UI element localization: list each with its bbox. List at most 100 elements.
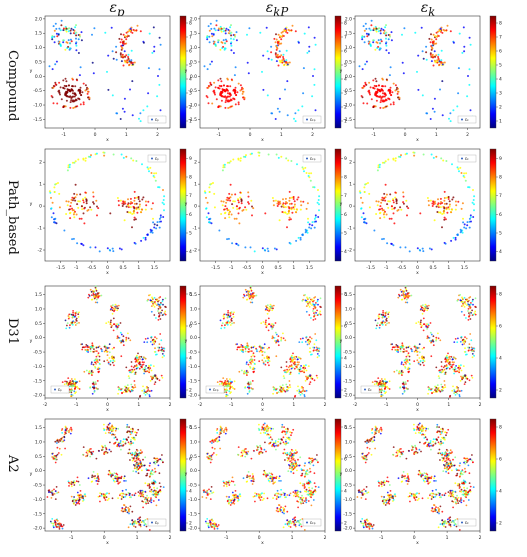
scatter-point [151,489,153,491]
scatter-point [277,339,279,341]
scatter-point [73,32,75,34]
scatter-point [268,364,270,366]
scatter-point [309,340,311,342]
scatter-point [91,374,93,376]
scatter-point [419,343,421,345]
x-tick-label: 1 [292,265,295,271]
scatter-point [440,206,442,208]
scatter-point [217,79,219,81]
scatter-point [223,315,225,317]
scatter-point [221,41,223,43]
scatter-point [276,39,278,41]
scatter-point [79,36,81,38]
scatter-point [221,383,223,385]
scatter-point [419,351,421,353]
scatter-point [274,248,276,250]
scatter-point [163,355,165,357]
scatter-point [149,476,151,478]
scatter-point [87,91,89,93]
scatter-point [158,297,160,299]
scatter-point [231,320,233,322]
scatter-point [54,41,56,43]
scatter-point [115,304,117,306]
scatter-point [405,359,407,361]
scatter-point [372,381,374,383]
x-tick-label: -1 [62,132,67,138]
scatter-point [70,39,72,41]
scatter-point [376,28,378,30]
scatter-point [133,29,135,31]
scatter-point [372,39,374,41]
scatter-point [96,153,98,155]
scatter-point [226,238,228,240]
scatter-point [134,380,136,382]
scatter-point [296,199,298,201]
y-axis-label: y [185,202,188,207]
scatter-point [124,56,126,58]
scatter-point [211,33,213,35]
scatter-point [386,318,388,320]
scatter-point [405,200,407,202]
scatter-point [454,369,456,371]
scatter-point [160,221,162,223]
scatter-point [86,210,88,212]
scatter-point [461,172,463,174]
scatter-point [72,380,74,382]
scatter-point [140,211,142,213]
scatter-point [228,213,230,215]
scatter-point [472,300,474,302]
scatter-point [472,216,474,218]
scatter-point [399,370,401,372]
scatter-point [298,341,300,343]
scatter-point [97,483,99,485]
scatter-point [383,383,385,385]
scatter-point [316,375,318,377]
scatter-point [65,429,67,431]
scatter-point [386,386,388,388]
scatter-point [313,308,315,310]
scatter-point [425,112,427,114]
scatter-point [235,94,237,96]
scatter-point [433,344,435,346]
legend-label: εₖₚ [310,117,316,122]
scatter-point [69,166,71,168]
x-tick-label: 2 [169,402,172,408]
scatter-point [435,337,437,339]
scatter-point [395,344,397,346]
scatter-point [142,490,144,492]
scatter-point [469,227,471,229]
scatter-point [312,75,314,77]
scatter-point [463,50,465,52]
colorbar-tick-label: 1 [499,119,502,125]
scatter-point [208,212,210,214]
scatter-point [449,395,451,397]
scatter-point [451,366,453,368]
scatter-point [277,108,279,110]
scatter-point [400,348,402,350]
scatter-point [83,499,85,501]
scatter-point [138,517,140,519]
scatter-point [105,499,107,501]
scatter-point [464,340,466,342]
scatter-point [463,172,465,174]
scatter-point [314,315,316,317]
scatter-point [69,380,71,382]
scatter-point [364,184,366,186]
scatter-point [278,157,280,159]
scatter-point [95,286,97,288]
scatter-point [81,39,83,41]
scatter-point [57,523,59,525]
scatter-point [135,372,137,374]
scatter-point [456,300,458,302]
scatter-point [242,97,244,99]
scatter-point [252,346,254,348]
scatter-point [122,339,124,341]
scatter-point [159,472,161,474]
scatter-point [250,363,252,365]
scatter-point [317,347,319,349]
scatter-point [75,94,77,96]
scatter-point [261,359,263,361]
scatter-point [431,55,433,57]
scatter-point [457,367,459,369]
scatter-point [71,485,73,487]
